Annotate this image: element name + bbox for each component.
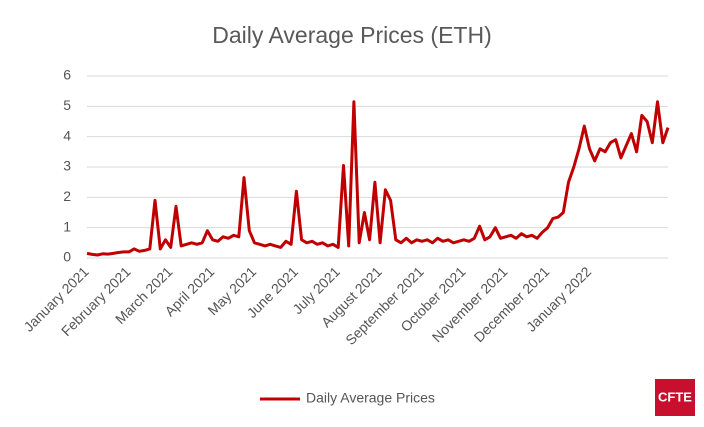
x-tick-label: November 2021 [429, 263, 511, 345]
legend-label: Daily Average Prices [306, 390, 435, 406]
logo: CFTE [658, 389, 692, 404]
logo-box [655, 379, 695, 416]
data-line [86, 100, 670, 257]
y-tick-label: 4 [63, 127, 71, 143]
y-tick-label: 0 [63, 249, 71, 265]
x-tick-label: December 2021 [471, 263, 553, 345]
y-tick-label: 1 [63, 218, 71, 234]
y-tick-label: 5 [63, 97, 71, 113]
y-tick-label: 2 [63, 188, 71, 204]
chart-title: Daily Average Prices (ETH) [212, 22, 492, 48]
y-tick-label: 6 [63, 67, 71, 83]
y-tick-label: 3 [63, 158, 71, 174]
